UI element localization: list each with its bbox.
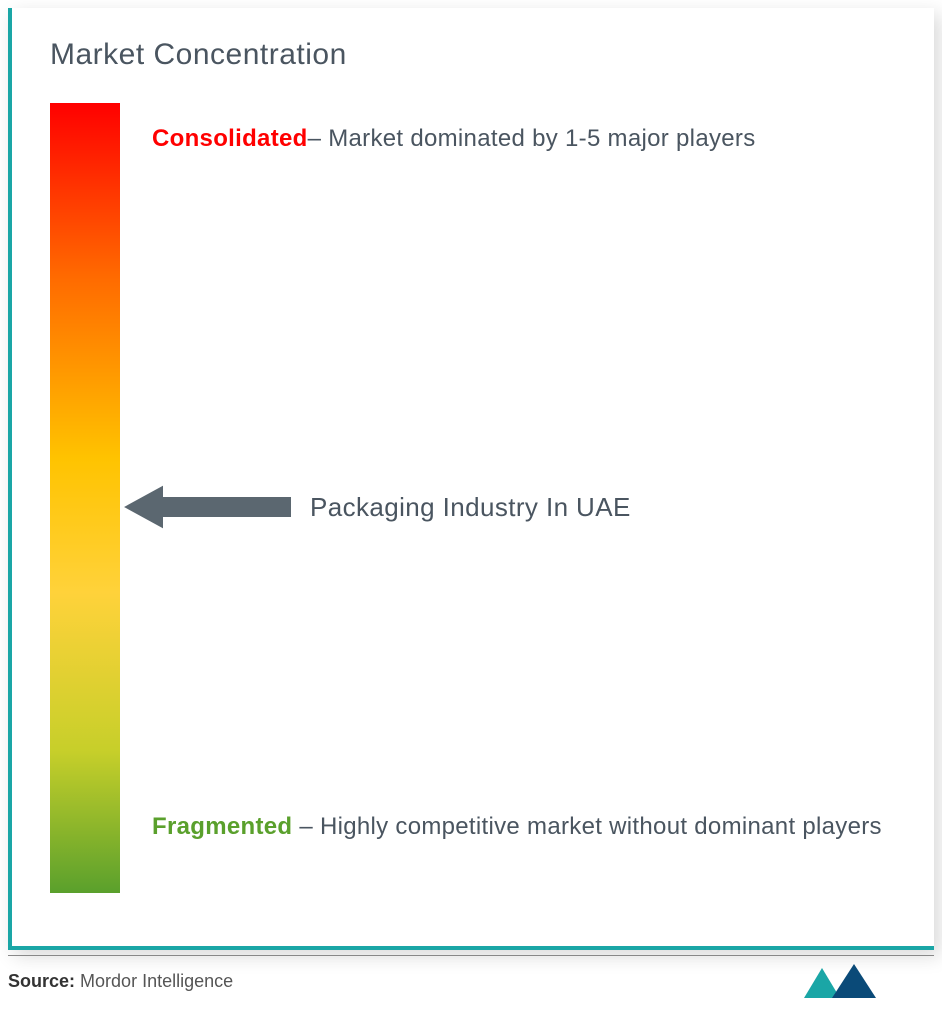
consolidated-rest: – Market dominated by 1-5 major players (308, 125, 756, 152)
chart-title: Market Concentration (50, 38, 347, 72)
fragmented-label: Fragmented – Highly competitive market w… (152, 798, 904, 856)
footer: Source: Mordor Intelligence (8, 955, 934, 998)
fragmented-rest: – Highly competitive market without domi… (292, 813, 882, 840)
source-text: Source: Mordor Intelligence (8, 971, 233, 992)
chart-frame: Market Concentration Consolidated– Marke… (8, 8, 934, 950)
consolidated-bold: Consolidated (152, 125, 308, 152)
fragmented-bold: Fragmented (152, 813, 292, 840)
logo-icon (804, 964, 894, 998)
consolidated-label: Consolidated– Market dominated by 1-5 ma… (152, 110, 904, 168)
market-indicator: Packaging Industry In UAE (122, 484, 631, 530)
source-value: Mordor Intelligence (80, 971, 233, 991)
indicator-label: Packaging Industry In UAE (310, 492, 631, 523)
concentration-gradient-bar (50, 103, 120, 893)
arrow-left-icon (122, 484, 292, 530)
source-label: Source: (8, 971, 75, 991)
